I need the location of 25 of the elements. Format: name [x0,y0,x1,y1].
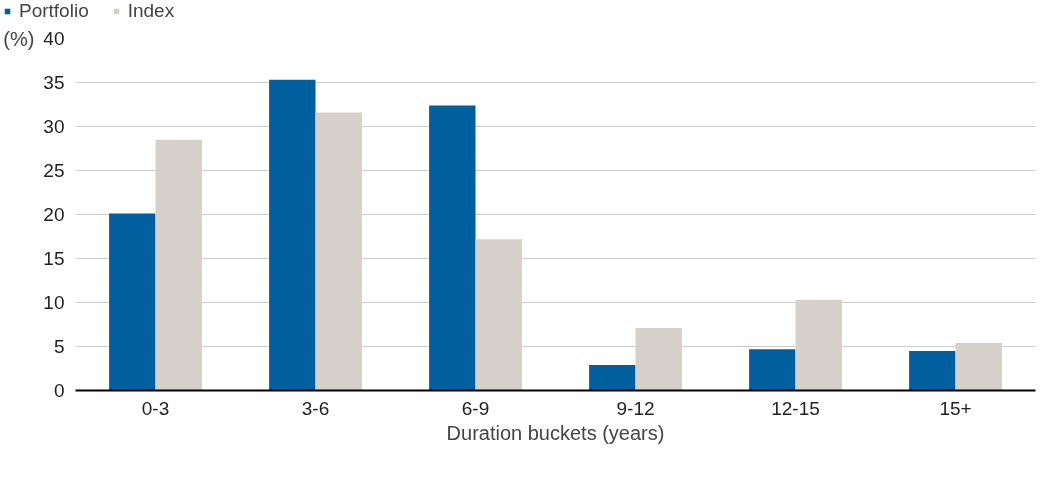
y-tick-label: 25 [43,160,65,181]
x-tick-label: 0-3 [141,397,170,419]
x-tick-label: 15+ [939,397,972,419]
bar [909,350,956,391]
y-tick-label: 35 [43,72,65,93]
y-tick-label: 0 [53,380,65,401]
bar [269,79,316,391]
legend-label: Portfolio [19,0,89,22]
x-tick-label: 3-6 [301,397,330,419]
y-tick-label: 10 [43,292,65,313]
y-tick-label: 40 [43,28,65,49]
bar [109,213,156,391]
y-axis-title: (%) [3,27,35,50]
x-tick-label: 12-15 [771,397,820,419]
x-tick-label: 9-12 [616,397,655,419]
bar [429,105,476,391]
y-tick-label: 15 [43,248,65,269]
legend-label: Index [127,0,175,22]
x-tick-label: 6-9 [461,397,490,419]
bar [589,364,636,391]
bar [749,349,796,391]
y-tick-label: 20 [43,204,65,225]
x-axis-title: Duration buckets (years) [446,421,665,444]
y-tick-label: 5 [53,336,65,357]
y-tick-label: 30 [43,116,65,137]
